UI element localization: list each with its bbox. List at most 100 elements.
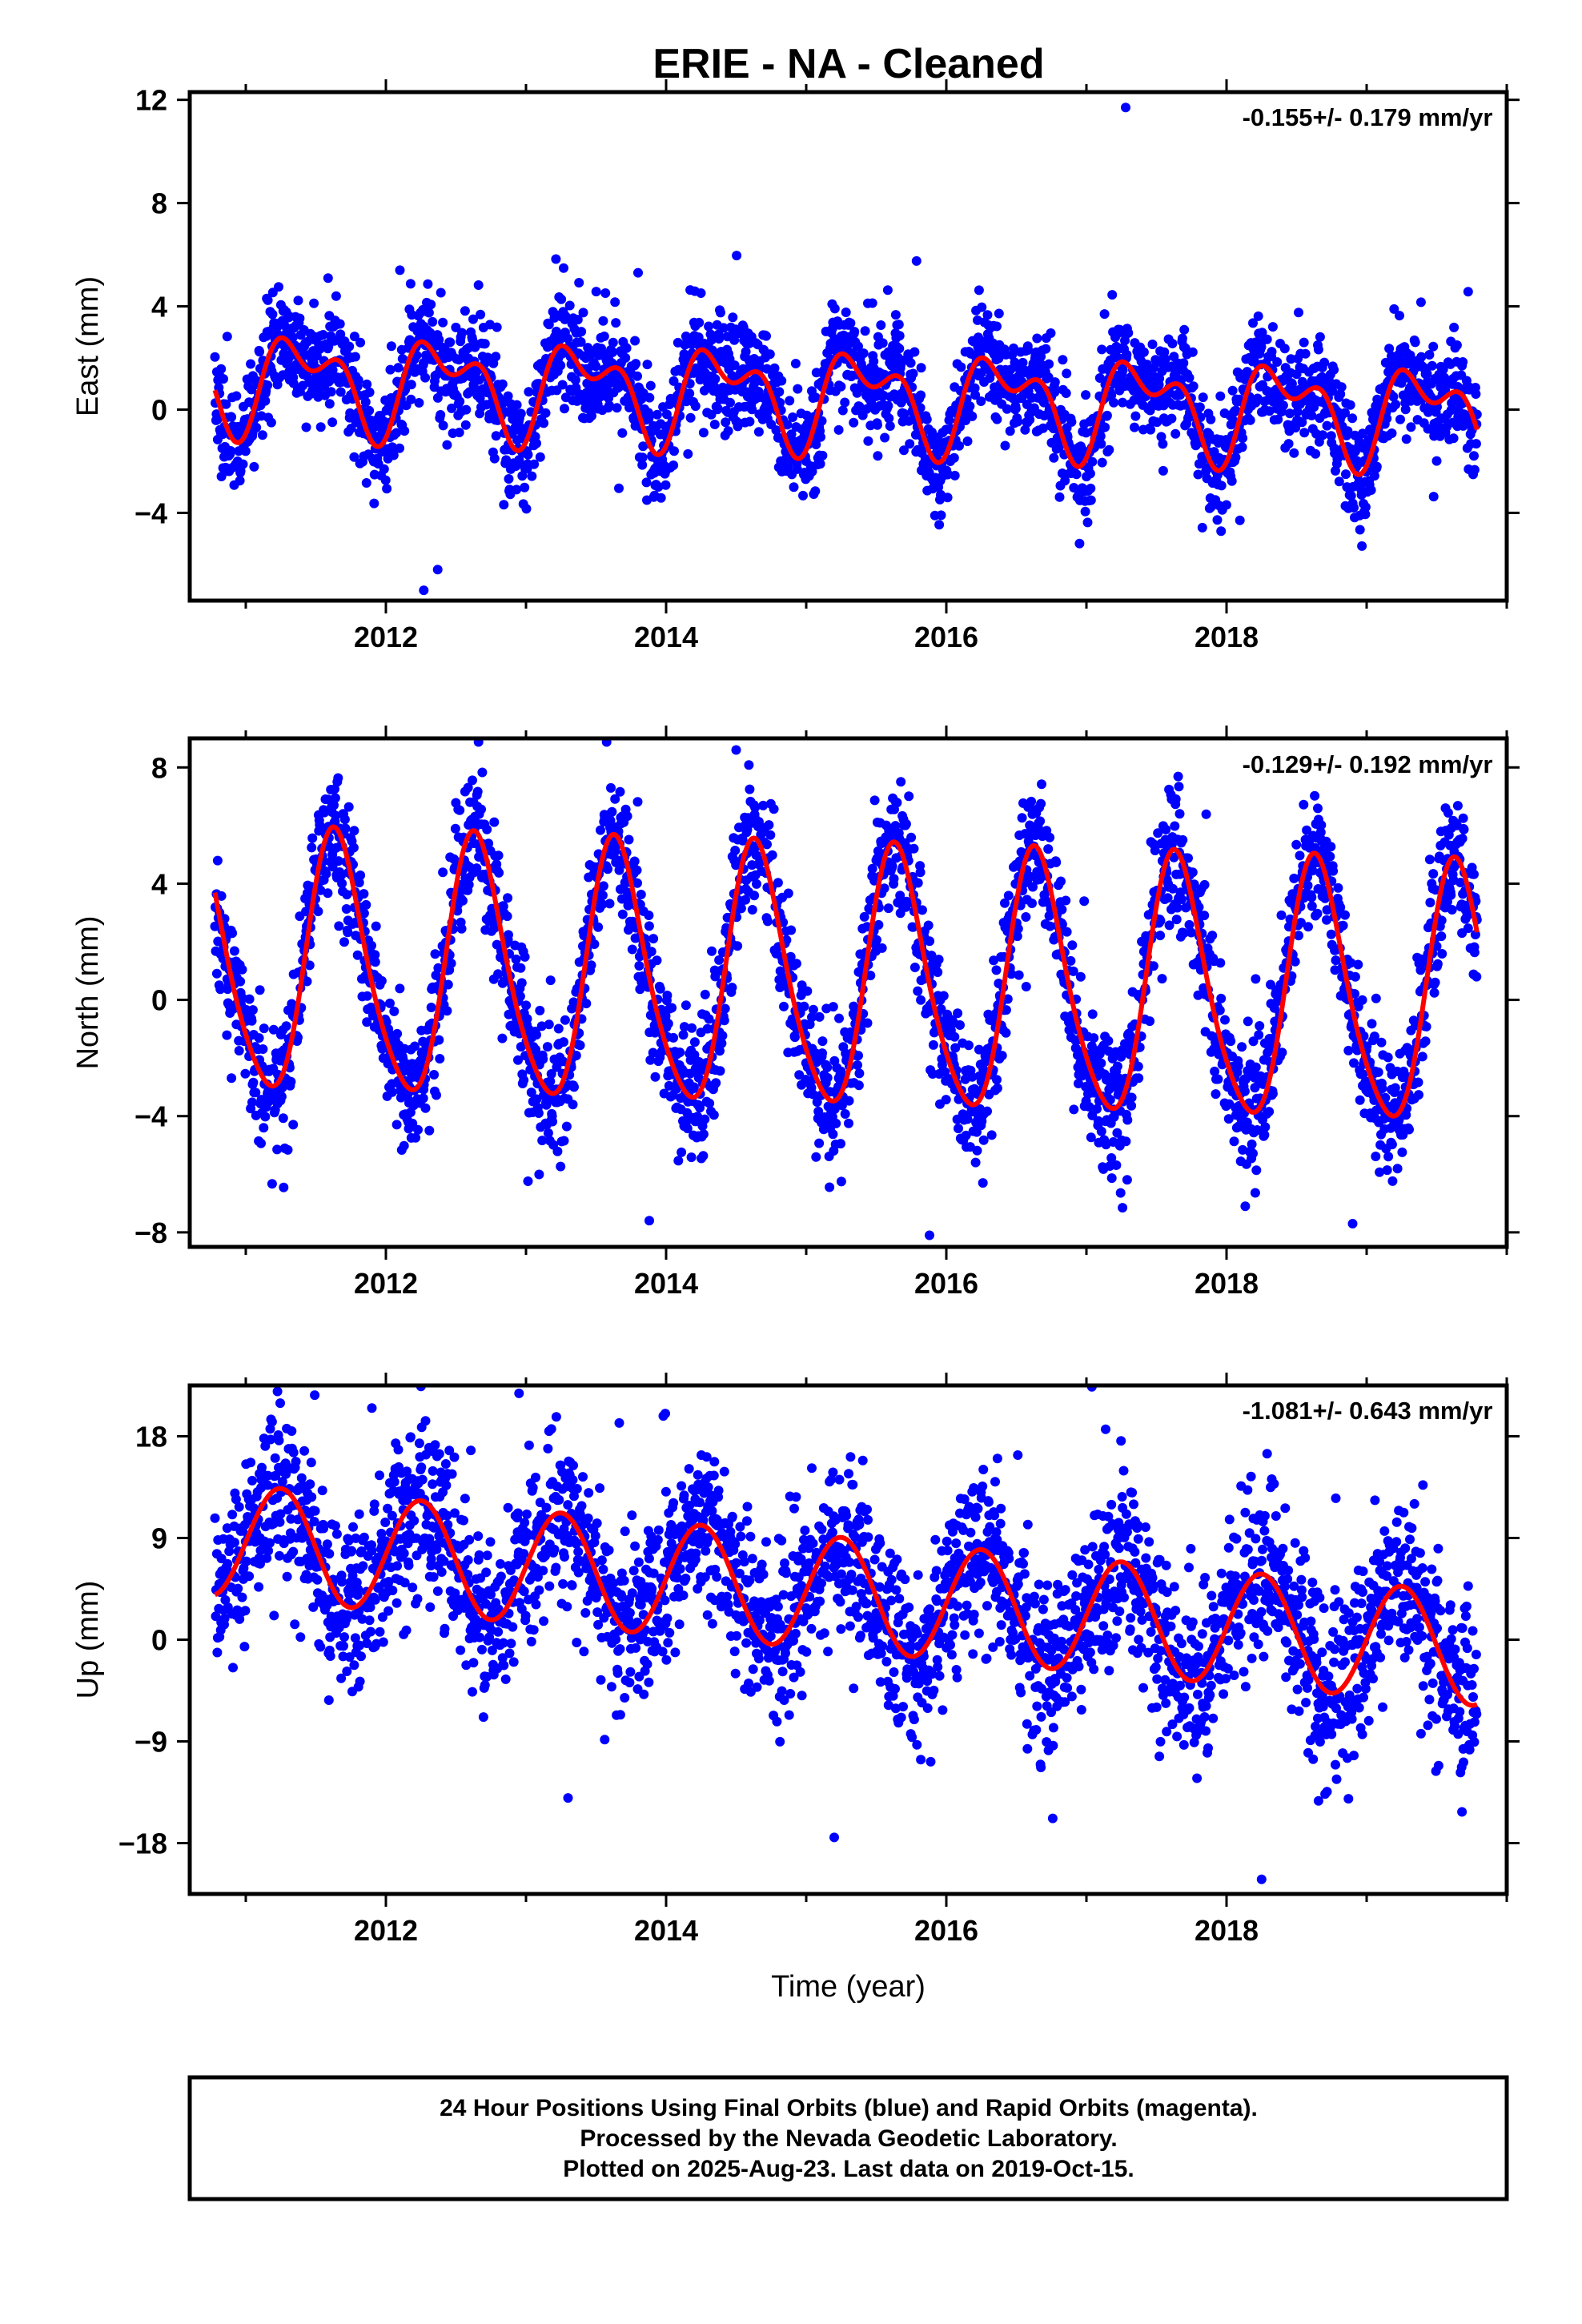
- data-point: [1017, 813, 1027, 823]
- data-point: [361, 899, 371, 910]
- data-point: [263, 295, 273, 305]
- data-point: [884, 413, 894, 424]
- data-point: [652, 409, 662, 420]
- data-point: [1057, 468, 1067, 478]
- data-point: [1071, 469, 1082, 480]
- data-point: [681, 1000, 691, 1011]
- figure-title: ERIE - NA - Cleaned: [652, 41, 1044, 87]
- data-point: [559, 1136, 569, 1146]
- data-point: [215, 984, 226, 995]
- data-point: [1096, 439, 1106, 449]
- data-point: [733, 941, 743, 951]
- data-point: [831, 1118, 841, 1128]
- y-tick-label: 4: [151, 291, 167, 324]
- data-point: [406, 380, 416, 390]
- data-point: [1112, 1061, 1122, 1072]
- data-point: [1267, 347, 1277, 357]
- data-point: [387, 1087, 397, 1097]
- data-point: [544, 320, 554, 330]
- data-point: [940, 1067, 950, 1077]
- data-point: [324, 399, 335, 409]
- data-point: [379, 464, 389, 474]
- data-point: [502, 911, 512, 922]
- data-point: [1045, 832, 1055, 842]
- data-point: [989, 955, 999, 966]
- data-point: [689, 1082, 699, 1092]
- data-point: [520, 951, 530, 962]
- data-point: [873, 451, 883, 461]
- y-tick-label: 0: [151, 393, 167, 426]
- data-point: [464, 879, 474, 890]
- data-point: [1431, 456, 1442, 466]
- data-point: [472, 863, 482, 874]
- data-point: [386, 341, 396, 352]
- data-point: [1327, 386, 1338, 396]
- data-point: [1215, 391, 1226, 401]
- data-point: [624, 834, 634, 845]
- data-point: [591, 287, 601, 297]
- data-point: [970, 1157, 981, 1168]
- data-point: [335, 329, 346, 340]
- data-point: [1216, 480, 1227, 491]
- data-point: [1021, 912, 1031, 922]
- data-point: [570, 375, 580, 385]
- data-point: [231, 391, 242, 401]
- north-data-points: [210, 713, 1482, 1240]
- data-point: [1097, 344, 1107, 355]
- data-point: [877, 943, 887, 953]
- data-point: [669, 446, 679, 456]
- data-point: [923, 920, 934, 931]
- data-point: [825, 1182, 835, 1192]
- data-point: [991, 965, 1002, 975]
- data-point: [707, 946, 717, 956]
- data-point: [682, 1124, 693, 1134]
- data-point: [313, 907, 323, 917]
- data-point: [648, 934, 659, 944]
- data-point: [598, 881, 608, 891]
- data-point: [917, 905, 927, 915]
- data-point: [627, 944, 637, 955]
- data-point: [1227, 385, 1238, 396]
- data-point: [950, 470, 960, 480]
- data-point: [522, 1014, 532, 1024]
- data-point: [685, 388, 695, 399]
- data-point: [367, 940, 376, 951]
- data-point: [1038, 713, 1047, 722]
- data-point: [1037, 779, 1046, 790]
- data-point: [764, 820, 774, 830]
- data-point: [473, 738, 484, 747]
- data-point: [690, 401, 701, 412]
- data-point: [395, 443, 404, 453]
- data-point: [883, 903, 893, 914]
- data-point: [1130, 422, 1139, 432]
- data-point: [460, 420, 471, 430]
- data-point: [491, 431, 501, 441]
- data-point: [1051, 857, 1062, 867]
- data-point: [977, 302, 987, 312]
- data-point: [934, 520, 945, 530]
- data-point: [720, 1003, 730, 1014]
- data-point: [750, 802, 761, 813]
- data-point: [1401, 434, 1411, 444]
- data-point: [899, 445, 909, 456]
- data-point: [327, 862, 338, 872]
- data-point: [817, 1048, 827, 1059]
- data-point: [1085, 468, 1095, 479]
- data-point: [461, 404, 472, 415]
- data-point: [747, 404, 757, 415]
- data-point: [637, 460, 648, 470]
- data-point: [1469, 451, 1479, 461]
- data-point: [811, 1152, 821, 1162]
- data-point: [460, 306, 470, 316]
- data-point: [982, 1106, 992, 1116]
- data-point: [646, 947, 656, 957]
- data-point: [463, 782, 473, 793]
- data-point: [970, 390, 981, 400]
- data-point: [905, 439, 915, 449]
- data-point: [237, 964, 247, 975]
- data-point: [497, 1033, 508, 1043]
- data-point: [1347, 413, 1358, 424]
- data-point: [961, 1130, 971, 1140]
- data-point: [477, 767, 488, 778]
- data-point: [601, 738, 612, 747]
